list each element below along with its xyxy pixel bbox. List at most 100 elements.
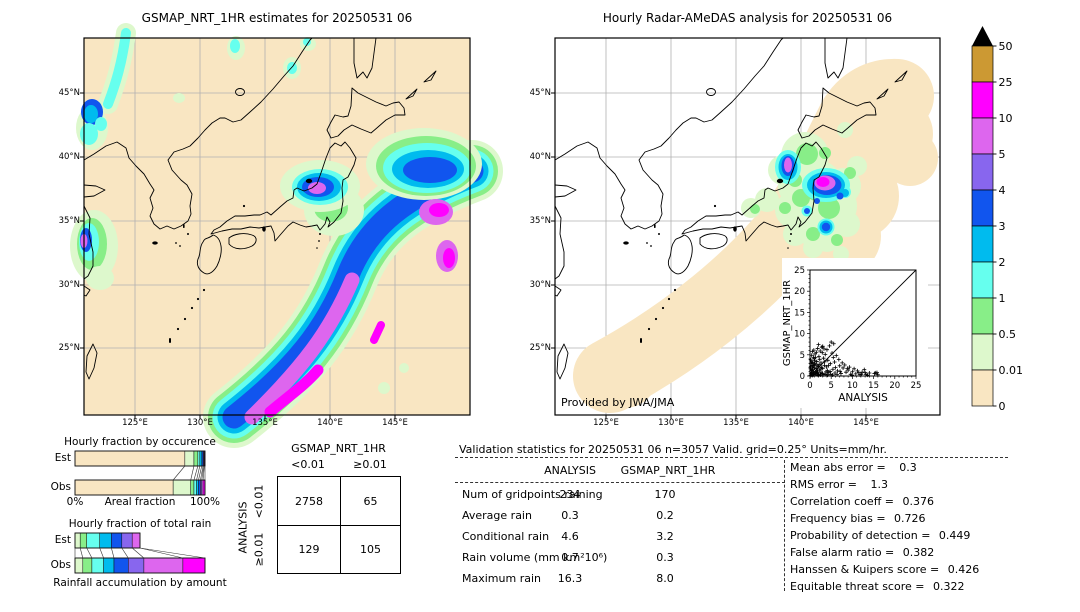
- contingency-cell-11: 105: [360, 543, 381, 556]
- divider-top: [455, 457, 1008, 458]
- colorbar-segment: [971, 261, 994, 299]
- colorbar-segment: [971, 297, 994, 335]
- bar-segment: [99, 532, 112, 549]
- score-line: Probability of detection = 0.449: [790, 529, 970, 542]
- scatter-point: [835, 372, 840, 377]
- score-label: Hanssen & Kuipers score =: [790, 563, 940, 576]
- scatter-point: [820, 350, 825, 355]
- bar-segment: [190, 479, 195, 496]
- scatter-point: [863, 370, 868, 375]
- validation-row-gsmap: 0.3: [656, 551, 674, 564]
- scatter-point: [825, 368, 830, 373]
- score-label: Mean abs error =: [790, 461, 886, 474]
- bar-outline: [74, 557, 206, 574]
- lon-tick-label: 130°E: [187, 418, 213, 428]
- validation-row-gsmap: 8.0: [656, 572, 674, 585]
- scatter-point: [820, 344, 825, 349]
- validation-row-label: Rain volume (mm km²10⁶): [462, 551, 608, 564]
- left-map-rainfield: [70, 23, 503, 448]
- colorbar-segment: [971, 45, 994, 83]
- inset-y-tick-label: 20: [794, 287, 805, 297]
- colorbar-segment: [971, 333, 994, 371]
- lon-tick-label: 130°E: [658, 418, 684, 428]
- colorbar: 50 25 10 5 4 3 2 1 0.5 0.01 0: [971, 26, 1023, 413]
- scatter-point: [867, 371, 872, 376]
- flow-connector: [193, 465, 199, 481]
- score-line: Frequency bias = 0.726: [790, 512, 926, 525]
- validation-row-analysis: 4.6: [561, 530, 579, 543]
- contingency-col-group: GSMAP_NRT_1HR: [291, 442, 386, 455]
- inset-y-tick-label: 25: [794, 266, 805, 276]
- validation-row-analysis: 234: [559, 488, 581, 501]
- colorbar-segment: [971, 81, 994, 119]
- scatter-point: [827, 343, 832, 348]
- score-label: Frequency bias =: [790, 512, 886, 525]
- lat-tick-label: 25°N: [58, 343, 80, 353]
- bar-segment: [184, 450, 195, 467]
- colorbar-tick-label: 4: [999, 184, 1006, 197]
- flow-connector: [172, 465, 186, 481]
- validation-header: Validation statistics for 20250531 06 n=…: [459, 443, 887, 456]
- divider-columns: [455, 482, 785, 483]
- bar-segment: [111, 532, 123, 549]
- totalrain-est-label: Est: [54, 534, 71, 546]
- scatter-point: [813, 355, 818, 360]
- bar-segment: [128, 557, 145, 574]
- flow-connector: [111, 547, 115, 559]
- scatter-point: [816, 354, 821, 359]
- contingency-cell-01: 65: [341, 477, 400, 526]
- scatter-point: [808, 364, 813, 369]
- scatter-point: [814, 350, 819, 355]
- score-value: 0.3: [899, 461, 917, 474]
- scatter-point: [814, 359, 819, 364]
- scatter-point: [818, 367, 823, 372]
- occurrence-obs-label: Obs: [50, 481, 71, 493]
- scatter-point: [828, 369, 833, 374]
- colorbar-segment: [971, 189, 994, 227]
- lat-tick-label: 45°N: [529, 88, 551, 98]
- bar-segment: [74, 557, 84, 574]
- totalrain-stacked-bars: [74, 532, 206, 574]
- occurrence-x0: 0%: [66, 496, 84, 508]
- inset-scatter-plot: 00 5 5 10 10 15 15 20 20 25 25 ANALYSIS GSMAP_NRT_1H…: [782, 266, 921, 404]
- inset-y-tick-label: 0: [800, 372, 805, 382]
- scatter-point: [820, 366, 825, 371]
- validation-col-analysis: ANALYSIS: [544, 464, 596, 477]
- inset-ylabel: GSMAP_NRT_1HR: [782, 280, 793, 366]
- validation-row-label: Maximum rain: [462, 572, 541, 585]
- scatter-point: [809, 371, 814, 376]
- scatter-point: [838, 371, 843, 376]
- validation-row-analysis: 0.3: [561, 509, 579, 522]
- scatter-point: [865, 373, 870, 378]
- scatter-point: [822, 363, 827, 368]
- colorbar-tick-label: 2: [999, 256, 1006, 269]
- scatter-point: [823, 372, 828, 377]
- lon-tick-label: 145°E: [382, 418, 408, 428]
- bar-segment: [198, 479, 201, 496]
- scatter-point: [826, 363, 831, 368]
- scatter-point: [860, 370, 865, 375]
- scatter-point: [822, 359, 827, 364]
- lat-tick-label: 40°N: [529, 152, 551, 162]
- colorbar-tick-label: 10: [999, 112, 1013, 125]
- colorbar-tick-label: 0: [999, 400, 1006, 413]
- validation-col-gsmap: GSMAP_NRT_1HR: [620, 464, 716, 477]
- scatter-point: [845, 366, 850, 371]
- validation-row-analysis: 16.3: [557, 572, 583, 585]
- lat-tick-label: 40°N: [58, 152, 80, 162]
- scatter-point: [862, 367, 867, 372]
- scatter-point: [875, 372, 880, 377]
- bar-segment: [121, 532, 133, 549]
- bar-segment: [131, 532, 141, 549]
- scatter-point: [831, 355, 836, 360]
- score-label: Correlation coeff =: [790, 495, 894, 508]
- score-label: False alarm ratio =: [790, 546, 895, 559]
- inset-x-tick-label: 20: [889, 381, 900, 391]
- scatter-point: [812, 361, 817, 366]
- bar-segment: [143, 557, 184, 574]
- flow-connector: [79, 547, 84, 559]
- lat-tick-label: 35°N: [529, 216, 551, 226]
- lon-tick-label: 135°E: [723, 418, 749, 428]
- bar-segment: [197, 450, 201, 467]
